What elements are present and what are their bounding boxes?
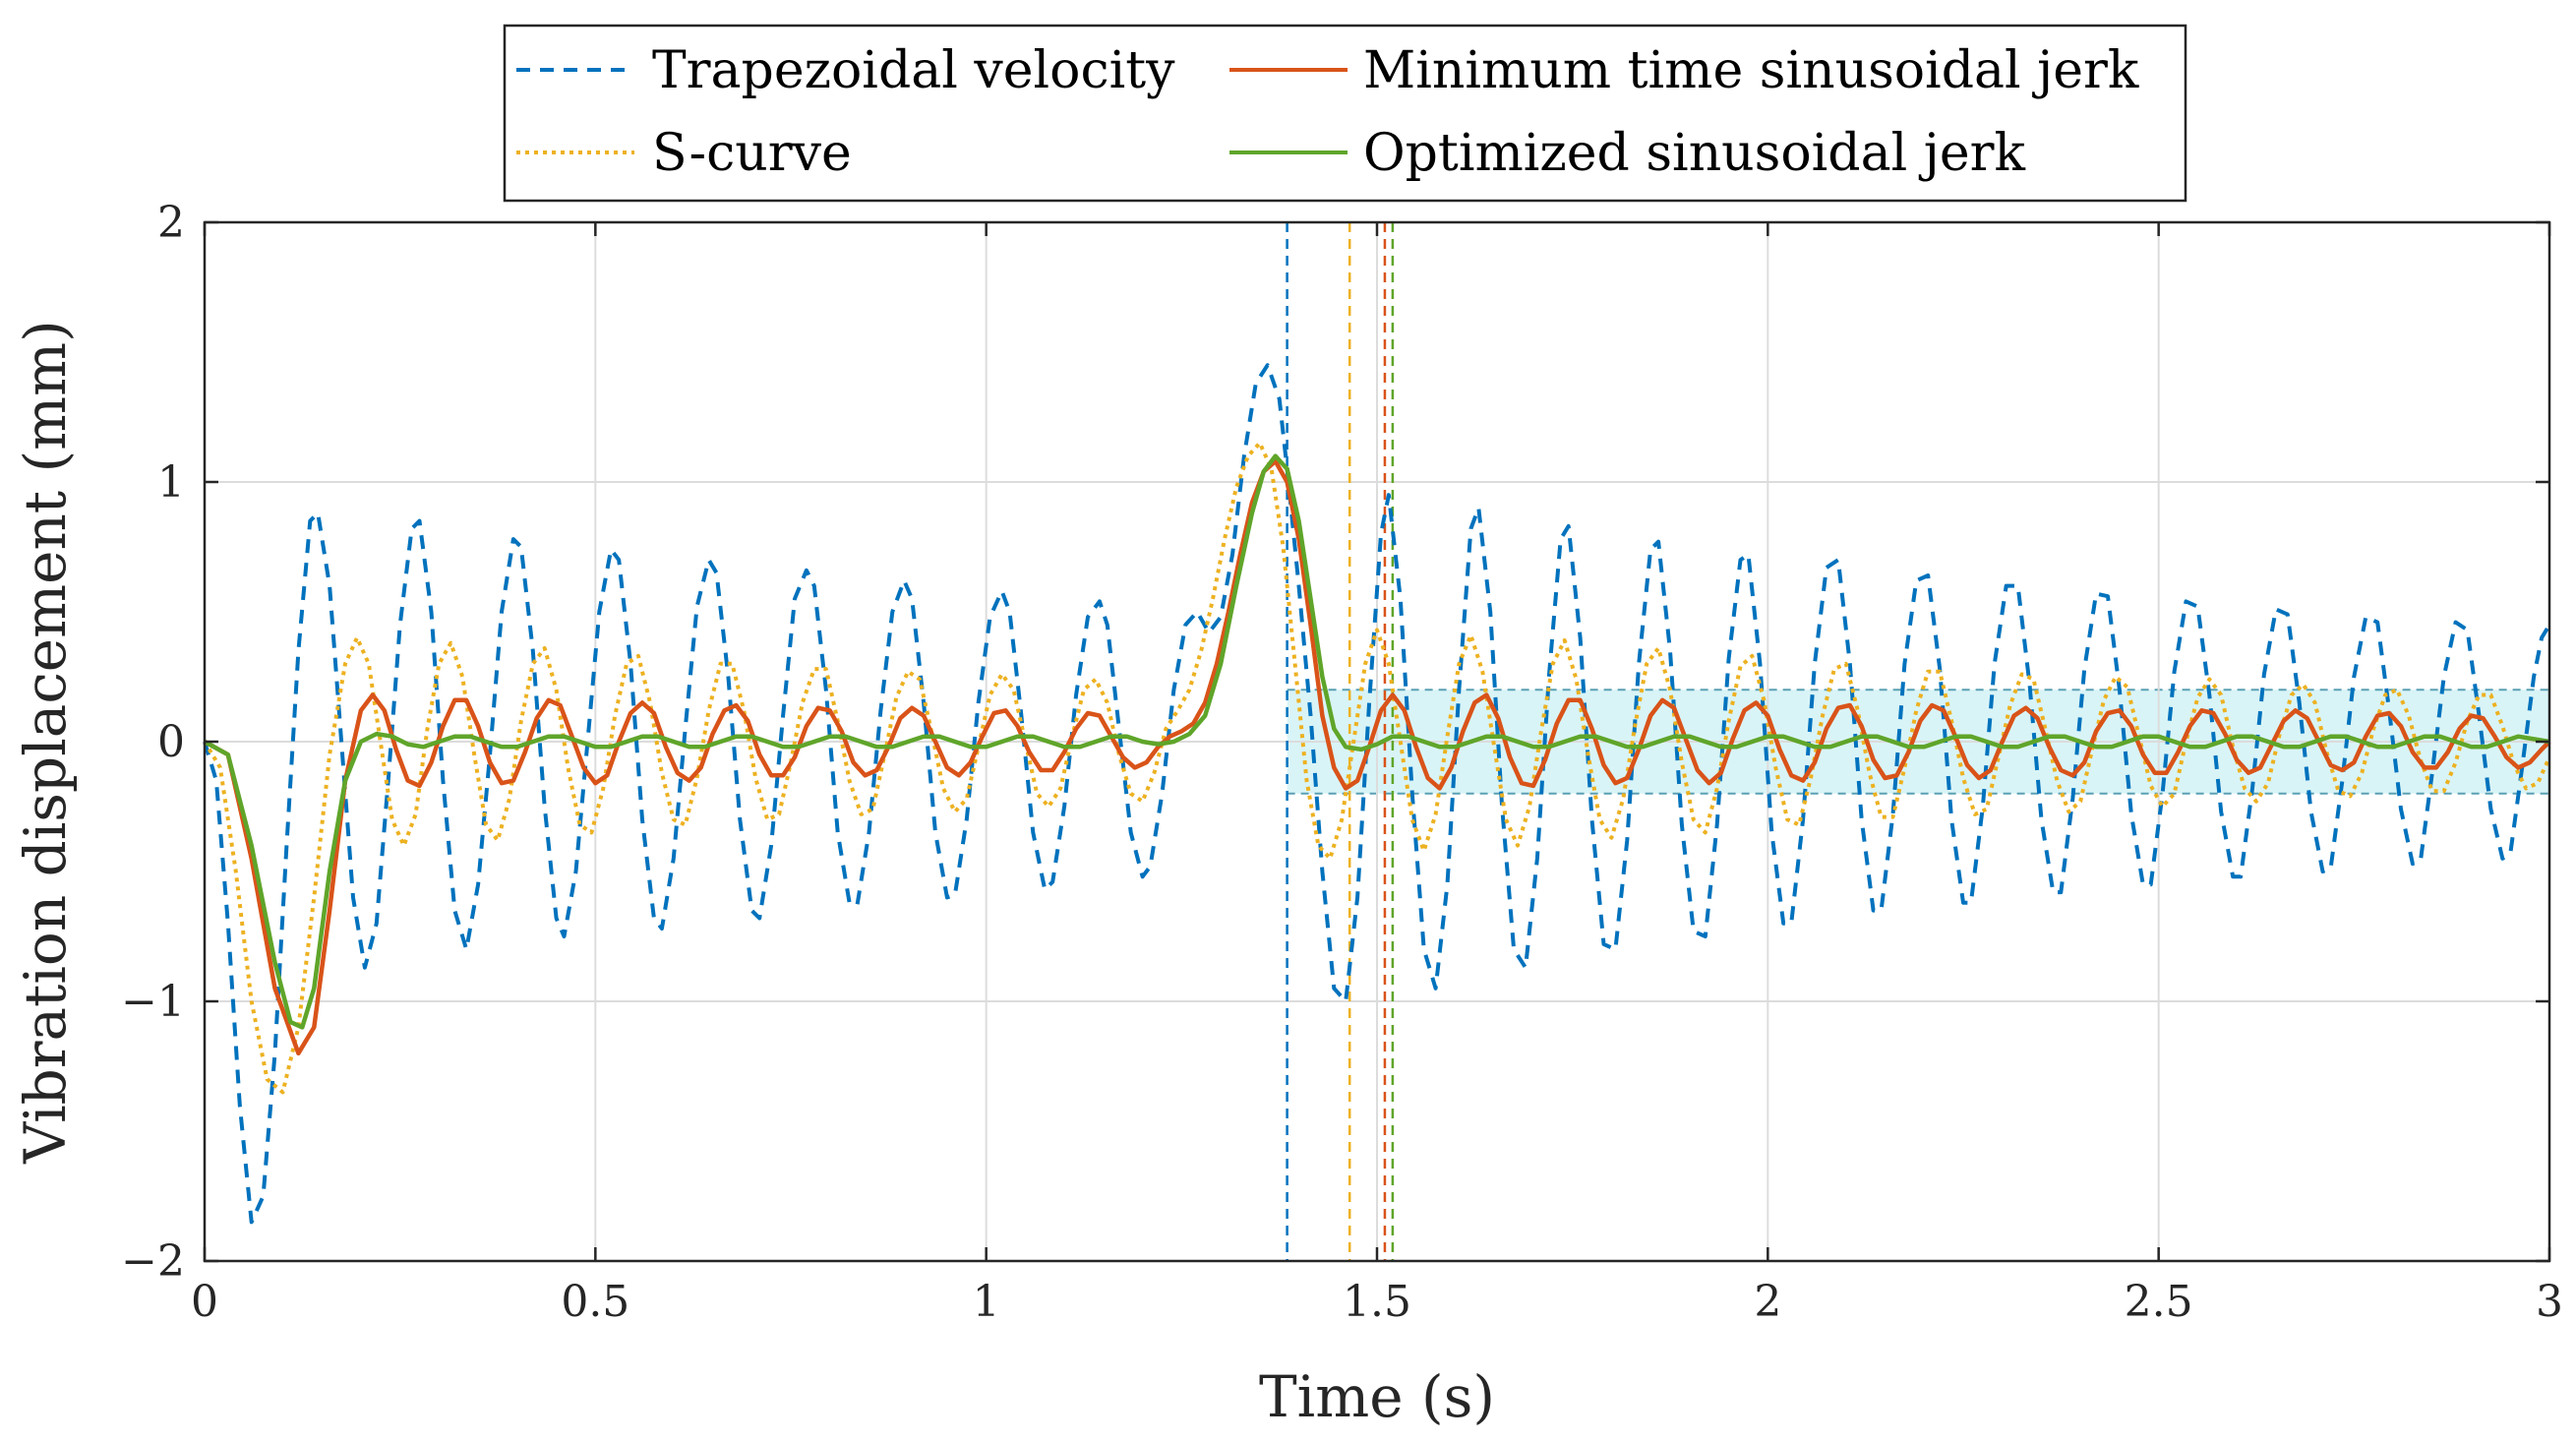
legend-label-trapezoidal-velocity: Trapezoidal velocity [652,41,1175,100]
x-tick-label: 2 [1754,1277,1781,1327]
y-tick-label: 2 [157,198,185,248]
y-tick-label: −1 [121,977,185,1027]
series-line-3 [203,453,2550,1030]
x-tick-label: 1.5 [1343,1277,1411,1327]
x-tick-label: 2.5 [2125,1277,2193,1327]
legend-label-s-curve: S-curve [652,124,852,183]
y-axis-label: Vibration displacement (mm) [12,320,79,1165]
legend-box [503,24,2187,203]
x-tick-label: 1 [973,1277,1000,1327]
y-tick-label: 1 [157,457,185,508]
y-tick-label: 0 [157,717,185,767]
y-tick-label: −2 [121,1236,185,1287]
ticks: 0 0.5 1 1.5 2 2.5 3 −2 −1 0 1 2 [121,198,2563,1327]
x-tick-label: 0 [191,1277,218,1327]
x-tick-label: 3 [2536,1277,2563,1327]
x-tick-label: 0.5 [561,1277,629,1327]
series-layer [203,363,2551,1225]
legend-label-optimized-sinusoidal-jerk: Optimized sinusoidal jerk [1363,124,2025,183]
x-axis-label: Time (s) [1259,1363,1495,1430]
legend: Trapezoidal velocity S-curve Minimum tim… [503,24,2187,203]
series-line-0 [203,363,2551,1225]
series-line-2 [203,458,2551,1056]
legend-label-minimum-time-sinusoidal-jerk: Minimum time sinusoidal jerk [1363,41,2139,100]
